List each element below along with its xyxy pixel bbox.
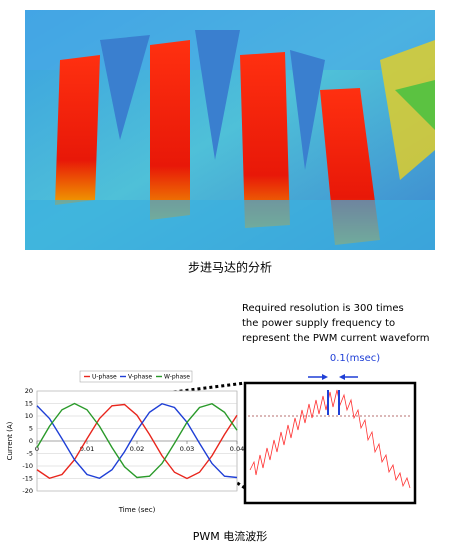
resolution-label: 0.1(msec) [330,353,380,364]
y-tick-label: 15 [25,400,33,408]
y-axis-label: Current (A) [6,421,14,460]
legend-label: U-phase [92,374,117,381]
simulation-image [25,10,435,250]
y-tick-label: 0 [29,437,33,445]
legend-label: V-phase [128,374,152,381]
x-tick-label: 0.01 [80,445,94,453]
annotation-line: the power supply frequency to [242,318,395,329]
series-line [36,402,238,480]
x-axis-label: Time (sec) [118,506,156,514]
image-caption: 步进马达的分析 [188,260,272,275]
y-tick-label: 20 [25,387,33,395]
annotation-line: represent the PWM current waveform [242,333,430,344]
y-tick-label: -15 [22,475,33,483]
chart-caption: PWM 电流波形 [193,529,268,543]
x-tick-label: 0.02 [130,445,144,453]
y-tick-label: -10 [22,462,33,470]
y-tick-label: 5 [29,425,33,433]
zoom-inset [102,374,417,505]
legend-box [79,370,193,383]
legend-label: W-phase [164,374,190,381]
x-tick-label: 0.04 [230,445,244,453]
x-tick-label: 0 [35,445,39,453]
y-tick-label: 10 [25,412,33,420]
series-line [36,402,238,479]
y-tick-label: -20 [22,487,33,495]
x-tick-label: 0.03 [180,445,194,453]
y-tick-label: -5 [27,450,33,458]
annotation-line: Required resolution is 300 times [242,303,404,314]
series-line [36,403,238,480]
